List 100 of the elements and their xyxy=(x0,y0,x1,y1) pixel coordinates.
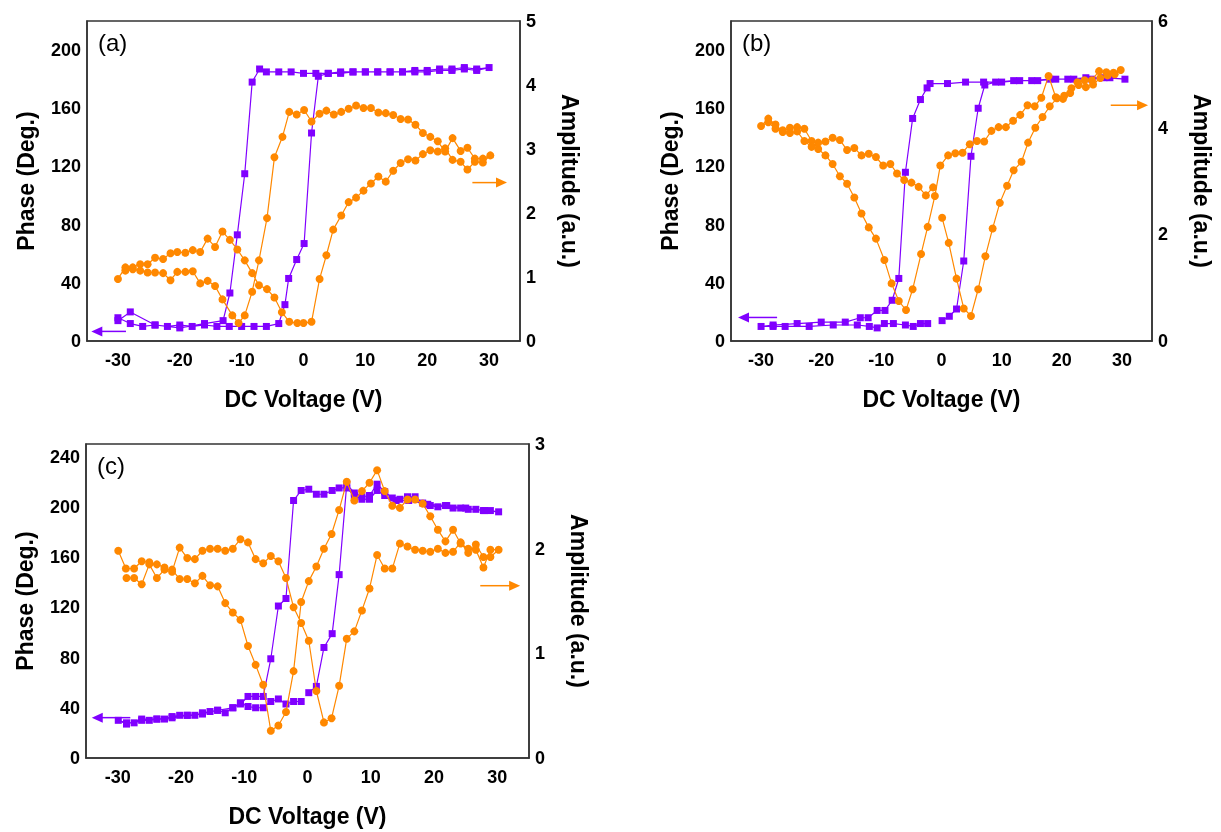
y-axis-title: Phase (Deg.) xyxy=(12,111,39,251)
point xyxy=(938,317,946,325)
x-tick-label: 20 xyxy=(1051,350,1072,370)
x-tick-label: 0 xyxy=(298,350,309,370)
y2-tick-label: 4 xyxy=(1158,117,1169,138)
point xyxy=(781,322,789,330)
y-tick-label: 120 xyxy=(694,156,725,177)
x-tick-label: 10 xyxy=(360,767,381,787)
y2-tick-label: 2 xyxy=(1158,224,1169,245)
x-tick-label: 30 xyxy=(1111,350,1132,370)
x-tick-label: -10 xyxy=(868,350,895,370)
y2-tick-label: 4 xyxy=(526,75,537,95)
y2-tick-label: 2 xyxy=(535,538,546,559)
x-tick-label: 20 xyxy=(424,767,445,787)
point xyxy=(1121,75,1129,83)
point xyxy=(962,78,970,86)
y2-tick-label: 3 xyxy=(526,139,537,159)
y-tick-label: 80 xyxy=(704,214,725,235)
chart-title: (c) xyxy=(97,451,125,479)
point xyxy=(901,168,909,176)
y-tick-label: 240 xyxy=(49,446,80,467)
x-axis-title: DC Voltage (V) xyxy=(228,802,387,829)
point xyxy=(889,320,897,328)
y-tick-label: 40 xyxy=(704,272,725,293)
x-tick-label: -30 xyxy=(104,350,131,370)
y-tick-label: 40 xyxy=(59,697,80,718)
y-tick-label: 200 xyxy=(50,40,81,61)
x-tick-label: 0 xyxy=(936,350,947,370)
x-axis-title: DC Voltage (V) xyxy=(224,385,383,412)
y2-tick-label: 3 xyxy=(535,434,546,454)
point xyxy=(944,80,952,88)
point xyxy=(817,318,825,326)
point xyxy=(960,257,968,265)
point xyxy=(923,84,931,92)
y2-axis-title: Amplitude (a.u.) xyxy=(565,514,592,688)
y-tick-label: 80 xyxy=(59,647,80,668)
point xyxy=(757,322,765,330)
x-tick-label: 20 xyxy=(417,350,438,370)
point xyxy=(829,321,837,329)
y2-axis-title: Amplitude (a.u.) xyxy=(556,94,583,268)
y-tick-label: 40 xyxy=(60,272,81,293)
y2-tick-label: 0 xyxy=(535,748,546,768)
y2-tick-label: 1 xyxy=(526,267,537,287)
point xyxy=(1016,77,1024,85)
y2-tick-label: 1 xyxy=(535,643,546,664)
x-tick-label: -10 xyxy=(231,767,258,787)
point xyxy=(841,318,849,326)
y2-tick-label: 6 xyxy=(1158,11,1169,31)
y-tick-label: 200 xyxy=(49,496,80,517)
y-tick-label: 120 xyxy=(49,597,80,618)
y2-tick-label: 0 xyxy=(526,331,537,351)
y2-axis-title: Amplitude (a.u.) xyxy=(1188,94,1215,268)
y-tick-label: 120 xyxy=(50,156,81,177)
chart-title: (b) xyxy=(742,28,772,56)
point xyxy=(873,324,881,332)
point xyxy=(1052,75,1060,83)
x-tick-label: -10 xyxy=(228,350,255,370)
y-tick-label: 0 xyxy=(70,331,81,351)
point xyxy=(881,306,889,314)
point xyxy=(1034,77,1042,85)
point xyxy=(880,320,888,328)
point xyxy=(856,314,864,322)
point xyxy=(895,274,903,282)
x-tick-label: -20 xyxy=(166,350,193,370)
point xyxy=(953,305,961,313)
y2-tick-label: 5 xyxy=(526,11,537,31)
y-tick-label: 0 xyxy=(69,748,80,768)
x-tick-label: 30 xyxy=(479,350,500,370)
x-tick-label: -20 xyxy=(167,767,194,787)
y-axis-title: Phase (Deg.) xyxy=(11,531,38,671)
point xyxy=(873,306,881,314)
point xyxy=(998,78,1006,86)
y2-tick-label: 2 xyxy=(526,203,537,223)
x-tick-label: 30 xyxy=(487,767,508,787)
point xyxy=(916,320,924,328)
y-tick-label: 80 xyxy=(60,214,81,235)
point xyxy=(909,322,917,330)
y-tick-label: 160 xyxy=(50,98,81,119)
x-tick-label: -30 xyxy=(104,767,131,787)
x-axis-title: DC Voltage (V) xyxy=(862,385,1021,412)
point xyxy=(901,321,909,329)
x-tick-label: -20 xyxy=(808,350,835,370)
point xyxy=(967,152,975,160)
point xyxy=(909,114,917,122)
point xyxy=(888,296,896,304)
y-axis-title: Phase (Deg.) xyxy=(656,111,683,251)
y-tick-label: 160 xyxy=(694,98,725,119)
x-tick-label: 10 xyxy=(355,350,376,370)
y-tick-label: 0 xyxy=(714,331,725,351)
chart-title: (a) xyxy=(98,28,128,56)
point xyxy=(924,320,932,328)
x-tick-label: 0 xyxy=(302,767,313,787)
point xyxy=(974,104,982,112)
y-tick-label: 160 xyxy=(49,547,80,568)
x-tick-label: -30 xyxy=(748,350,775,370)
point xyxy=(916,96,924,104)
point xyxy=(945,312,953,320)
y-tick-label: 200 xyxy=(694,40,725,61)
point xyxy=(865,322,873,330)
point xyxy=(805,322,813,330)
